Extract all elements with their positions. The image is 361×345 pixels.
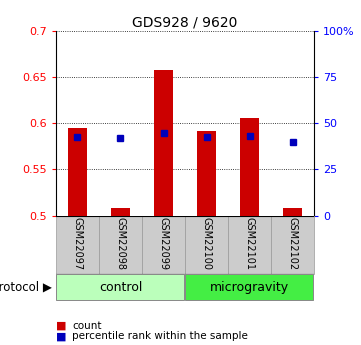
Bar xyxy=(240,118,259,216)
Bar xyxy=(68,128,87,216)
Bar xyxy=(99,216,142,274)
Title: GDS928 / 9620: GDS928 / 9620 xyxy=(132,16,238,30)
Bar xyxy=(142,216,185,274)
Bar xyxy=(154,70,173,216)
Text: ■: ■ xyxy=(56,321,66,331)
Text: GSM22097: GSM22097 xyxy=(73,217,82,270)
Text: GSM22098: GSM22098 xyxy=(116,217,126,270)
Bar xyxy=(283,208,302,216)
Text: GSM22101: GSM22101 xyxy=(244,217,255,270)
Bar xyxy=(197,131,216,216)
Bar xyxy=(111,208,130,216)
Bar xyxy=(271,216,314,274)
Bar xyxy=(228,216,271,274)
Text: count: count xyxy=(72,321,102,331)
Bar xyxy=(56,216,99,274)
Text: ■: ■ xyxy=(56,332,66,341)
Text: microgravity: microgravity xyxy=(210,281,289,294)
Text: GSM22099: GSM22099 xyxy=(158,217,169,270)
Bar xyxy=(185,274,313,300)
Text: GSM22100: GSM22100 xyxy=(201,217,212,270)
Text: GSM22102: GSM22102 xyxy=(288,217,297,270)
Text: control: control xyxy=(99,281,142,294)
Bar xyxy=(185,216,228,274)
Text: percentile rank within the sample: percentile rank within the sample xyxy=(72,332,248,341)
Text: protocol ▶: protocol ▶ xyxy=(0,281,52,294)
Bar xyxy=(56,274,184,300)
